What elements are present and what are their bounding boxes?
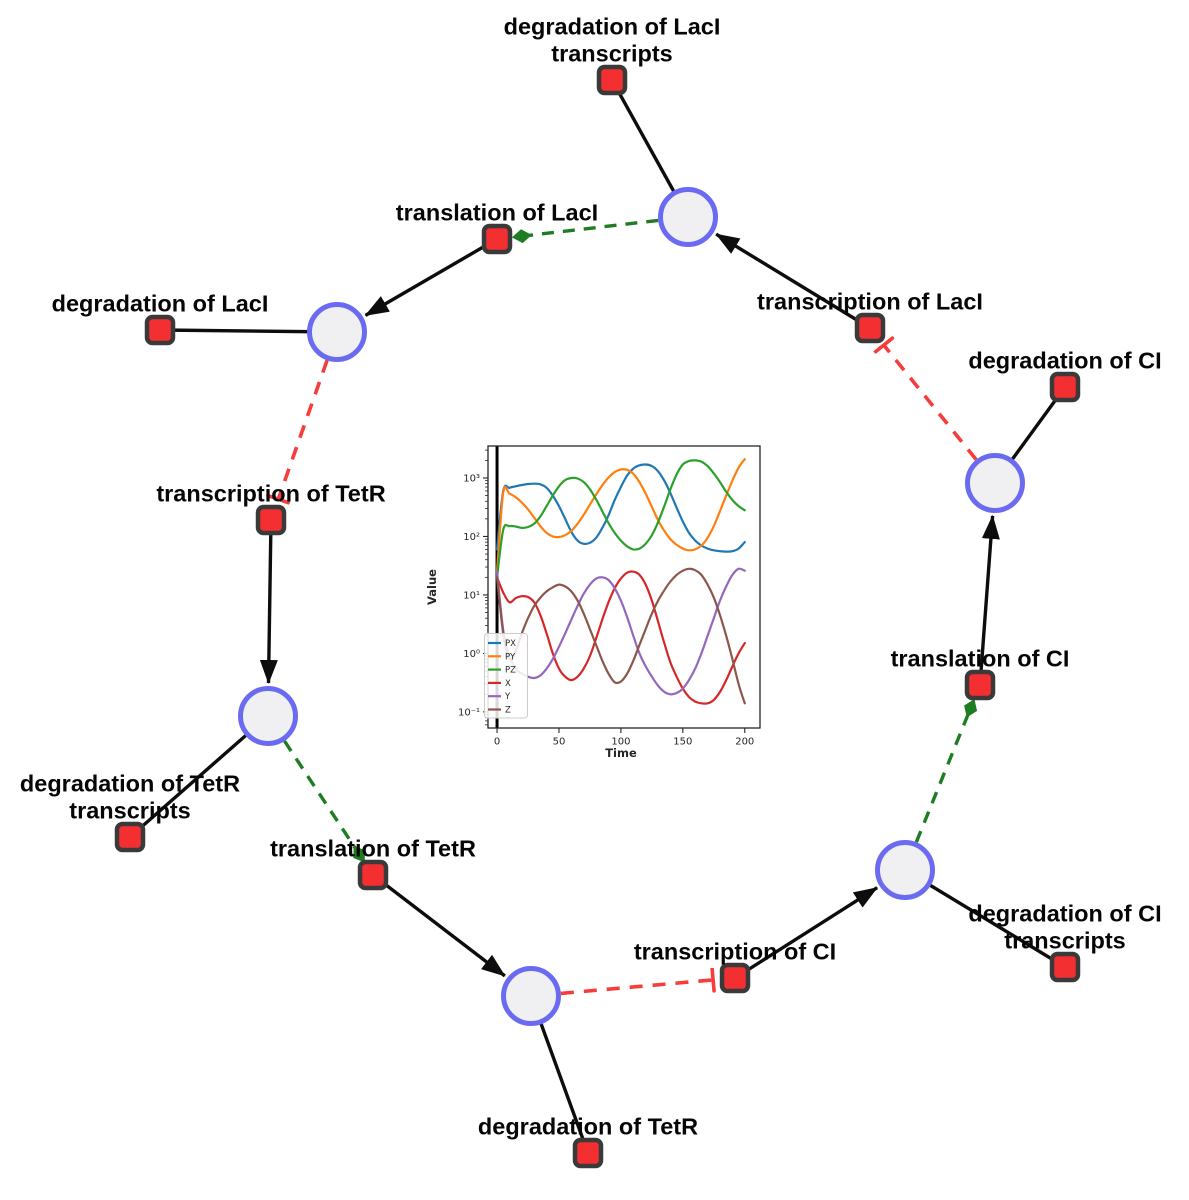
species-node-laci_protein (307, 302, 367, 362)
reaction-node-deg_laci_tx (596, 64, 628, 96)
edge-inhibition--laci_protein--txn_tetr (278, 359, 329, 499)
label-layer: degradation of LacI transcripts translatio… (20, 14, 1162, 1140)
reaction-label-txn_laci: transcription of LacI (757, 289, 983, 315)
reaction-node-txn_tetr (255, 504, 287, 536)
edge-layer (128, 79, 1067, 1154)
reaction-label-deg_ci_tx: degradation of CI transcripts (968, 901, 1161, 954)
x-tick-label: 100 (611, 737, 630, 748)
edge-inhibition--tetr_protein--txn_ci (560, 980, 713, 996)
x-tick-label: 0 (494, 737, 500, 748)
species-node-ci_protein (965, 453, 1025, 513)
node-layer (114, 64, 1081, 1169)
legend-label-Y: Y (504, 692, 511, 702)
x-tick-label: 150 (673, 737, 692, 748)
x-axis-label: Time (605, 746, 637, 760)
reaction-label-deg_tetr: degradation of TetR (478, 1114, 698, 1140)
reaction-label-transl_tetr: translation of TetR (270, 836, 476, 862)
y-axis-label: Value (425, 569, 439, 605)
x-tick-label: 200 (735, 737, 754, 748)
reaction-label-txn_ci: transcription of CI (634, 939, 836, 965)
species-node-laci_mrna (658, 187, 718, 247)
reaction-label-deg_laci: degradation of LacI (52, 291, 269, 317)
reaction-node-deg_ci (1049, 371, 1081, 403)
species-node-tetr_protein (501, 966, 561, 1026)
reaction-node-deg_ci_tx (1049, 951, 1081, 983)
y-tick-label: 10² (463, 532, 480, 543)
series-line-Z (495, 567, 746, 705)
y-tick-label: 10⁻¹ (458, 707, 480, 718)
edge-production--transl_laci--laci_protein (364, 237, 498, 317)
edge-production--transl_tetr--tetr_protein (371, 873, 506, 978)
species-node-ci_mrna (875, 840, 935, 900)
x-tick-label: 50 (553, 737, 566, 748)
reaction-label-deg_tetr_tx: degradation of TetR transcripts (20, 771, 240, 824)
y-tick-label: 10¹ (463, 590, 480, 601)
edge-production--transl_ci--ci_protein (978, 514, 1000, 686)
legend-label-PZ: PZ (505, 666, 516, 676)
reaction-node-deg_tetr_tx (114, 821, 146, 853)
edge-consumption--ci_mrna--deg_ci_tx (904, 868, 1066, 969)
reaction-node-deg_laci (144, 314, 176, 346)
reaction-label-txn_tetr: transcription of TetR (156, 481, 385, 507)
reaction-label-transl_ci: translation of CI (891, 646, 1070, 672)
species-node-tetr_mrna (238, 686, 298, 746)
edge-modifier--ci_mrna--transl_ci (914, 698, 978, 843)
edge-modifier--laci_mrna--transl_laci (511, 218, 659, 244)
plot-frame (487, 445, 761, 729)
legend-label-X: X (505, 679, 511, 689)
reaction-node-transl_laci (481, 223, 513, 255)
series-line-PZ (495, 459, 746, 579)
reaction-label-deg_ci: degradation of CI (968, 348, 1161, 374)
y-tick-label: 10³ (463, 473, 480, 484)
edge-production--txn_ci--ci_mrna (734, 886, 879, 980)
reaction-node-txn_ci (719, 962, 751, 994)
plot-background (488, 446, 760, 728)
reaction-label-deg_laci_tx: degradation of LacI transcripts (504, 14, 721, 67)
y-tick-label: 10⁰ (463, 649, 480, 660)
series-line-PX (495, 463, 746, 553)
legend-label-PY: PY (505, 652, 516, 662)
series-line-PY (495, 458, 746, 573)
edge-consumption--tetr_mrna--deg_tetr_tx (128, 714, 270, 839)
reaction-node-deg_tetr (572, 1137, 604, 1169)
plot-legend: PX PY PZ XYZ (484, 633, 528, 719)
reaction-label-transl_laci: translation of LacI (396, 200, 598, 226)
reaction-node-transl_tetr (357, 859, 389, 891)
edge-production--txn_laci--laci_mrna (715, 232, 871, 330)
edge-inhibition--ci_protein--txn_laci (884, 345, 978, 461)
series-line-Y (495, 567, 746, 696)
edge-modifier--tetr_mrna--transl_tetr (283, 740, 366, 863)
reaction-node-txn_laci (854, 312, 886, 344)
series-line-X (495, 570, 746, 705)
reaction-node-transl_ci (964, 669, 996, 701)
legend-label-Z: Z (505, 706, 511, 716)
edge-production--txn_tetr--tetr_mrna (259, 519, 278, 684)
legend-label-PX: PX (505, 639, 516, 649)
